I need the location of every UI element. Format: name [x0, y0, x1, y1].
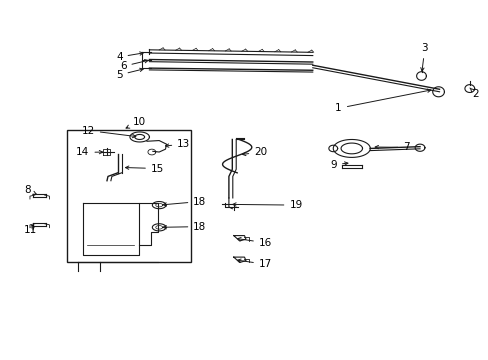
Text: 12: 12 — [81, 126, 136, 138]
Text: 18: 18 — [163, 222, 206, 231]
Bar — [66, 130, 190, 262]
Text: 10: 10 — [126, 117, 146, 128]
Text: 11: 11 — [23, 225, 37, 235]
Text: 7: 7 — [374, 142, 409, 152]
Text: 1: 1 — [335, 89, 430, 113]
Text: 18: 18 — [163, 197, 206, 207]
Text: 2: 2 — [469, 88, 478, 99]
Text: 5: 5 — [116, 68, 143, 80]
Text: 4: 4 — [116, 52, 143, 62]
Text: 19: 19 — [232, 200, 302, 210]
Text: 15: 15 — [125, 163, 164, 174]
Text: 13: 13 — [165, 139, 190, 149]
Text: 14: 14 — [76, 147, 102, 157]
Text: 16: 16 — [237, 238, 271, 248]
Text: 9: 9 — [330, 159, 347, 170]
Text: 8: 8 — [24, 185, 37, 195]
Text: 6: 6 — [120, 59, 148, 71]
Text: 3: 3 — [420, 43, 427, 71]
Text: 20: 20 — [242, 147, 267, 157]
Text: 17: 17 — [237, 259, 271, 269]
